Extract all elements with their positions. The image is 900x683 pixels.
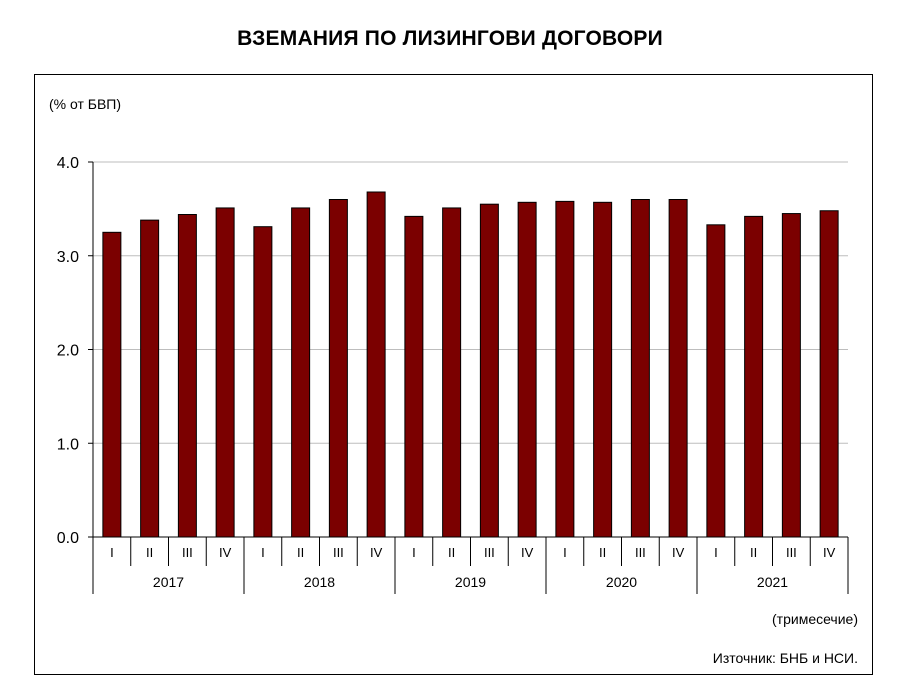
x-tick-label: IV — [370, 545, 383, 560]
x-tick-label: II — [599, 545, 606, 560]
bar — [102, 231, 122, 538]
source-note: Източник: БНБ и НСИ. — [712, 650, 858, 666]
x-tick-label: I — [563, 545, 567, 560]
bar — [253, 226, 273, 538]
x-tick-label: II — [750, 545, 757, 560]
bar — [215, 207, 235, 538]
bar — [819, 210, 839, 538]
year-group-label: 2018 — [304, 574, 335, 590]
bar — [781, 213, 801, 538]
bar — [404, 215, 424, 538]
x-tick-label: II — [448, 545, 455, 560]
y-tick-label: 1.0 — [57, 436, 79, 453]
bar — [442, 207, 462, 538]
y-tick-label: 0.0 — [57, 530, 79, 547]
bar — [744, 215, 764, 538]
bar — [366, 191, 386, 538]
x-tick-label: III — [182, 545, 193, 560]
bar — [630, 199, 650, 538]
bar — [328, 199, 348, 538]
x-tick-label: II — [146, 545, 153, 560]
year-group-label: 2020 — [606, 574, 637, 590]
x-tick-label: I — [261, 545, 265, 560]
bar — [140, 219, 160, 538]
x-tick-label: IV — [672, 545, 685, 560]
bar — [177, 214, 197, 538]
year-group-label: 2017 — [153, 574, 184, 590]
bar — [706, 224, 726, 538]
y-tick-label: 3.0 — [57, 249, 79, 266]
bar — [668, 199, 688, 538]
chart-frame — [34, 74, 873, 675]
bar — [291, 207, 311, 538]
y-tick-label: 4.0 — [57, 155, 79, 172]
bar — [517, 201, 537, 538]
bar — [479, 203, 499, 538]
bar — [593, 201, 613, 538]
x-tick-label: IV — [521, 545, 534, 560]
x-axis-unit-label: (тримесечие) — [772, 611, 858, 627]
x-tick-label: II — [297, 545, 304, 560]
x-tick-label: III — [786, 545, 797, 560]
x-tick-label: III — [484, 545, 495, 560]
y-tick-label: 2.0 — [57, 343, 79, 360]
x-tick-label: IV — [219, 545, 232, 560]
y-axis-unit-label: (% от БВП) — [49, 96, 122, 112]
x-tick-label: I — [412, 545, 416, 560]
year-group-label: 2019 — [455, 574, 486, 590]
x-tick-label: I — [714, 545, 718, 560]
x-tick-label: III — [635, 545, 646, 560]
x-tick-label: III — [333, 545, 344, 560]
bar — [555, 200, 575, 538]
x-tick-label: I — [110, 545, 114, 560]
x-tick-label: IV — [823, 545, 836, 560]
year-group-label: 2021 — [757, 574, 788, 590]
chart-title: ВЗЕМАНИЯ ПО ЛИЗИНГОВИ ДОГОВОРИ — [237, 27, 663, 50]
